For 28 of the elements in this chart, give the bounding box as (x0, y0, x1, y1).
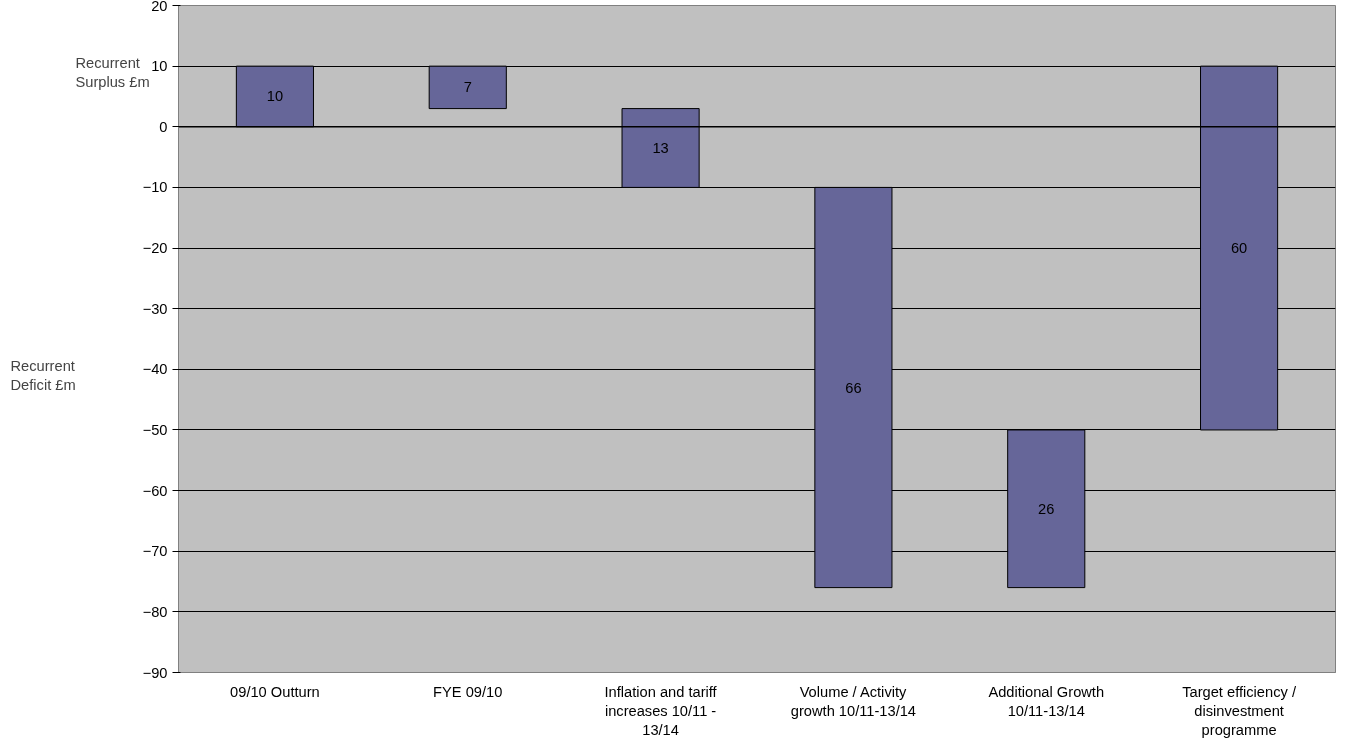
data-label: 7 (463, 79, 472, 96)
y-tick-label: 20 (151, 0, 168, 14)
y-tick-label: −40 (142, 361, 168, 378)
text: Recurrent Surplus £m (75, 54, 150, 90)
y-tick-label: −80 (142, 603, 168, 620)
x-tick-label: 09/10 Outturn (230, 683, 320, 700)
bar (814, 186, 893, 589)
data-label: 66 (845, 379, 862, 396)
y-tick-label: −50 (142, 421, 168, 438)
y-tick-label: −60 (142, 482, 168, 499)
x-tick-label: Volume / Activity growth 10/11-13/14 (790, 683, 917, 719)
data-label: 26 (1038, 500, 1055, 517)
y-tick-label: −70 (142, 543, 168, 560)
data-label: 60 (1230, 240, 1248, 257)
x-tick-label: Additional Growth 10/11-13/14 (988, 683, 1105, 719)
data-label: 10 (266, 88, 284, 105)
y-tick-label: −10 (142, 179, 168, 196)
y-tick-label: 0 (159, 118, 168, 135)
x-tick-label: FYE 09/10 (433, 683, 503, 700)
x-tick-label: Target efficiency / disinvestment programme (1182, 683, 1297, 738)
text: Recurrent Deficit £m (10, 357, 76, 393)
bar (1007, 429, 1086, 589)
x-tick-label: Inflation and tariff increases 10/11 - 13/14 (604, 683, 718, 738)
y-tick-label: −20 (142, 240, 168, 257)
y-tick-label: −90 (142, 664, 168, 681)
y-tick-label: 10 (151, 58, 168, 75)
y-tick-label: −30 (142, 300, 168, 317)
data-label: 13 (652, 140, 669, 156)
